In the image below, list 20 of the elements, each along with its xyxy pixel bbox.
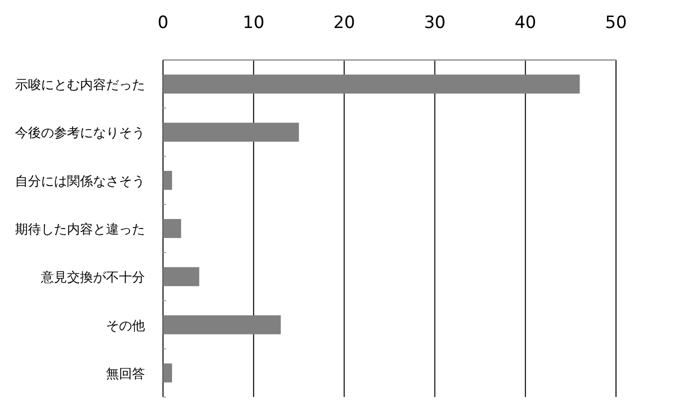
- bar: [163, 122, 299, 142]
- x-tick-label: 0: [158, 13, 168, 33]
- y-tick-label: 意見交換が不十分: [40, 270, 145, 286]
- y-tick-label: 自分には関係なさそう: [15, 174, 145, 190]
- y-tick-label: 示唆にとむ内容だった: [15, 77, 145, 94]
- x-tick-label: 50: [605, 13, 627, 33]
- y-tick-label: 期待した内容と違った: [15, 222, 145, 238]
- bar: [163, 315, 281, 334]
- bar: [163, 74, 580, 94]
- x-tick-label: 40: [514, 13, 536, 33]
- y-tick-label: 無回答: [106, 366, 145, 382]
- x-tick-label: 30: [424, 13, 446, 33]
- y-tick-label: その他: [106, 318, 145, 334]
- y-tick-label: 今後の参考になりそう: [15, 126, 145, 142]
- bar: [163, 363, 172, 382]
- bar: [163, 219, 182, 238]
- x-tick-label: 10: [242, 13, 264, 33]
- bar: [163, 267, 200, 286]
- bar: [163, 170, 172, 190]
- x-tick-label: 20: [333, 13, 356, 33]
